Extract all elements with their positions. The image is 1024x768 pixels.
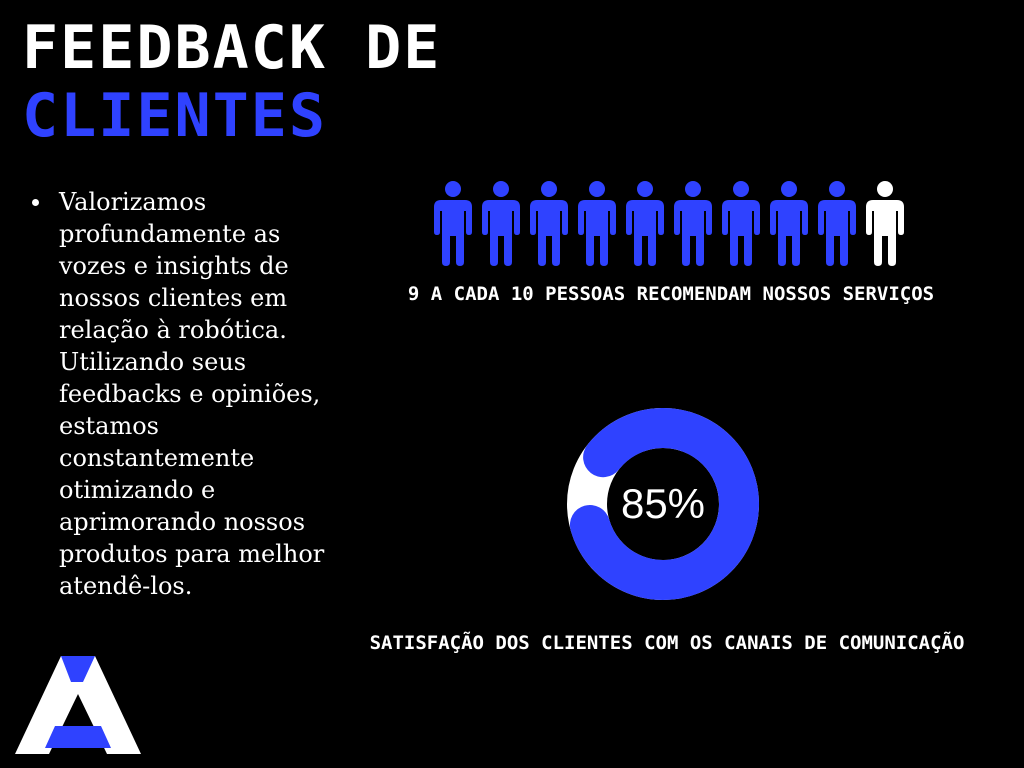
person-icon bbox=[626, 181, 664, 266]
a-logo-icon bbox=[15, 656, 141, 754]
person-icon bbox=[770, 181, 808, 266]
satisfaction-donut bbox=[567, 408, 759, 600]
intro-text: Valorizamos profundamente as vozes e ins… bbox=[59, 188, 325, 600]
satisfaction-caption: SATISFAÇÃO DOS CLIENTES COM OS CANAIS DE… bbox=[369, 632, 965, 654]
title-line-1: FEEDBACK DE bbox=[22, 13, 442, 83]
person-icon bbox=[818, 181, 856, 266]
bullet-dot bbox=[32, 199, 39, 206]
recommendation-caption: 9 A CADA 10 PESSOAS RECOMENDAM NOSSOS SE… bbox=[407, 283, 935, 305]
logo-outer bbox=[15, 656, 141, 754]
intro-list: Valorizamos profundamente as vozes e ins… bbox=[28, 186, 328, 602]
satisfaction-percent: 85% bbox=[620, 480, 706, 527]
person-icon bbox=[722, 181, 760, 266]
person-icon bbox=[530, 181, 568, 266]
title-line-2: CLIENTES bbox=[22, 81, 327, 151]
intro-bullet: Valorizamos profundamente as vozes e ins… bbox=[28, 186, 328, 602]
person-icon bbox=[482, 181, 520, 266]
page-title: FEEDBACK DE CLIENTES bbox=[22, 14, 441, 150]
person-icon bbox=[578, 181, 616, 266]
logo-bar bbox=[45, 726, 111, 748]
people-pictogram bbox=[431, 180, 911, 266]
person-icon bbox=[434, 181, 472, 266]
donut-fill bbox=[569, 408, 759, 600]
logo-top-accent bbox=[61, 656, 95, 682]
person-icon bbox=[866, 181, 904, 266]
person-icon bbox=[674, 181, 712, 266]
people-pictogram-svg bbox=[434, 181, 904, 266]
